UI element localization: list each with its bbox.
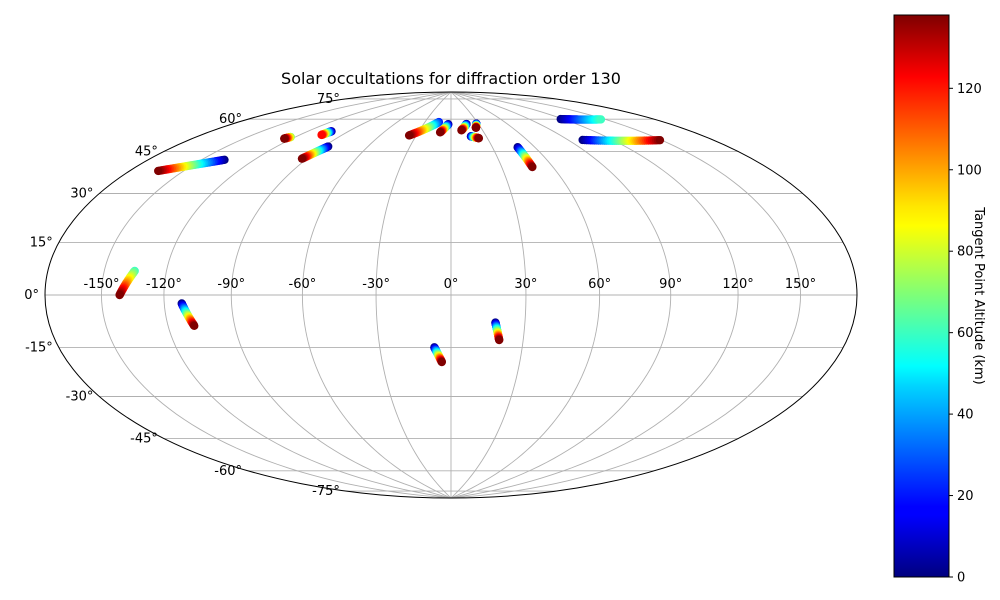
longitude-tick-label: 60°: [588, 277, 611, 292]
longitude-tick-label: -60°: [289, 277, 317, 292]
longitude-tick-label: 150°: [785, 277, 816, 292]
graticule: [45, 91, 857, 499]
occultation-point: [190, 321, 199, 331]
latitude-tick-label: -15°: [25, 341, 53, 356]
colorbar-ticks: 0 20 40 60 80 100 120: [949, 82, 982, 586]
latitude-tick-label: -30°: [66, 390, 94, 405]
occultation-point: [457, 126, 466, 135]
occultation-point: [404, 131, 414, 140]
colorbar: 0 20 40 60 80 100 120 Tangent Point Altitude (…: [893, 14, 986, 586]
longitude-tick-label: 0°: [444, 277, 459, 292]
chart-title: Solar occultations for diffraction order…: [281, 69, 621, 88]
occultation-point: [317, 130, 326, 140]
longitude-tick-label: 30°: [514, 277, 537, 292]
longitude-tick-label: -150°: [83, 277, 119, 292]
latitude-tick-label: 60°: [219, 112, 242, 127]
map-boundary: [44, 91, 858, 499]
occultation-point: [280, 134, 289, 143]
colorbar-tick-label: 20: [957, 489, 974, 504]
colorbar-tick-label: 60: [957, 326, 974, 341]
colorbar-tick-label: 0: [957, 571, 965, 586]
colorbar-tick-label: 40: [957, 408, 974, 423]
colorbar-tick-label: 80: [957, 245, 974, 260]
longitude-tick-label: 90°: [659, 277, 682, 292]
colorbar-gradient: [893, 14, 950, 578]
latitude-tick-label: -45°: [130, 432, 158, 447]
occultation-point: [297, 154, 307, 163]
latitude-tick-label: 45°: [135, 145, 158, 160]
longitude-tick-label: -120°: [146, 277, 182, 292]
longitude-tick-label: 120°: [722, 277, 753, 292]
occultation-point: [435, 128, 445, 137]
colorbar-label: Tangent Point Altitude (km): [971, 206, 986, 384]
latitude-tick-label: 75°: [317, 92, 340, 107]
colorbar-tick-label: 120: [957, 82, 982, 97]
longitude-tick-label: -90°: [217, 277, 245, 292]
longitude-tick-label: -30°: [362, 277, 390, 292]
occultation-point: [115, 290, 124, 300]
occultation-point: [471, 123, 481, 132]
colorbar-tick-label: 100: [957, 163, 982, 178]
latitude-tick-label: 15°: [30, 236, 53, 251]
axis-tick-labels: -150° -120° -90° -60° -30° 0° 30° 60° 90° 120° 150…: [24, 92, 816, 499]
occultation-point: [494, 335, 504, 345]
latitude-tick-label: 0°: [24, 288, 39, 303]
occultation-point: [474, 133, 484, 143]
occultation-point: [596, 115, 606, 124]
latitude-tick-label: 30°: [70, 187, 93, 202]
latitude-tick-label: -60°: [214, 464, 242, 479]
latitude-tick-label: -75°: [312, 484, 340, 499]
occultation-point: [655, 135, 665, 145]
occultation-point: [437, 357, 447, 367]
scatter-points: [115, 114, 665, 367]
occultation-point: [154, 166, 163, 176]
occultation-point: [528, 162, 537, 172]
